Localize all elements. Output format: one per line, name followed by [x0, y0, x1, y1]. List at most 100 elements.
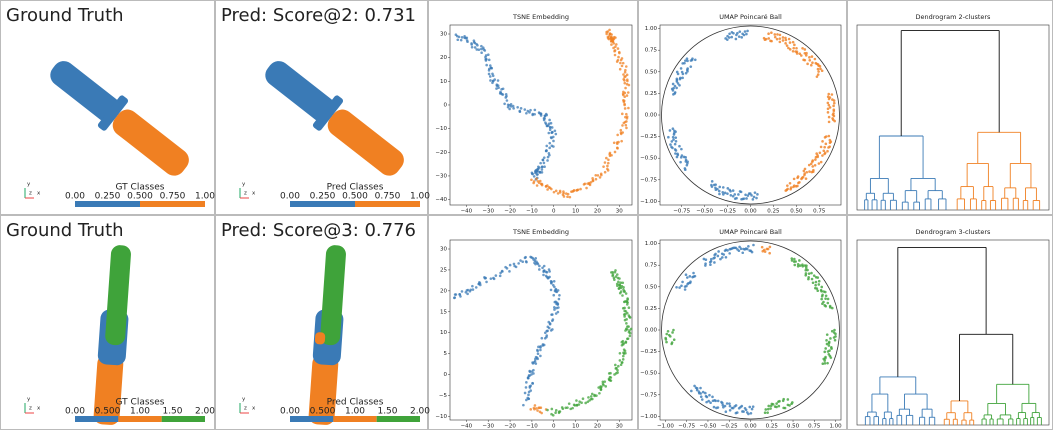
embedding-point [804, 272, 808, 275]
embedding-point [730, 35, 734, 39]
legend-swatch [290, 416, 334, 422]
embedding-point [716, 406, 720, 409]
embedding-point [737, 35, 741, 38]
embedding-point [819, 288, 823, 292]
embedding-point [796, 175, 800, 178]
embedding-point [596, 174, 600, 177]
embedding-point [623, 102, 626, 106]
embedding-point [547, 320, 551, 324]
embedding-point [822, 290, 826, 293]
embedding-point [806, 62, 809, 66]
embedding-point [812, 168, 815, 172]
x-tick-label: −40 [461, 209, 473, 215]
embedding-point [826, 101, 830, 105]
embedding-point [804, 177, 808, 180]
embedding-point [622, 73, 625, 76]
embedding-point [488, 64, 492, 67]
embedding-point [714, 183, 717, 186]
embedding-point [721, 190, 725, 194]
embedding-point [823, 362, 827, 365]
embedding-point [617, 364, 620, 368]
embedding-point [676, 72, 680, 76]
plot-frame [449, 24, 633, 206]
embedding-point [669, 143, 672, 146]
embedding-point [831, 98, 834, 101]
embedding-point [693, 58, 697, 62]
embedding-point [495, 87, 498, 90]
embedding-point [832, 112, 835, 115]
embedding-point [525, 111, 528, 115]
embedding-point [545, 335, 548, 339]
embedding-point [699, 386, 702, 390]
embedding-point [821, 154, 824, 157]
dendrogram-tree [864, 30, 1041, 210]
embedding-point [742, 247, 745, 251]
x-tick-label: 0.75 [808, 424, 821, 430]
tsne-points [454, 28, 631, 199]
embedding-point [764, 408, 768, 411]
embedding-point [555, 302, 558, 306]
embedding-point [539, 348, 542, 352]
embedding-point [537, 345, 540, 349]
embedding-point [628, 334, 632, 338]
embedding-point [672, 133, 676, 136]
embedding-point [546, 329, 549, 333]
embedding-point [750, 407, 754, 411]
embedding-point [492, 277, 496, 281]
plot-frame [449, 239, 633, 421]
embedding-point [611, 273, 615, 276]
embedding-point [614, 269, 617, 272]
mesh-part [327, 109, 404, 176]
embedding-point [726, 187, 730, 190]
embedding-point [620, 284, 624, 288]
embedding-point [672, 93, 675, 96]
embedding-point [581, 397, 585, 401]
embedding-point [792, 46, 795, 50]
x-tick-label: −0.25 [719, 209, 736, 215]
embedding-point [623, 312, 627, 316]
embedding-point [616, 276, 620, 280]
embedding-point [511, 104, 515, 108]
triad-label: z [29, 191, 32, 197]
embedding-point [681, 280, 684, 284]
poincare-boundary [661, 240, 840, 420]
panel-title: Ground Truth [6, 220, 124, 241]
embedding-point [460, 290, 464, 293]
x-tick-label: 20 [594, 209, 601, 215]
embedding-point [557, 297, 561, 301]
embedding-point [605, 30, 608, 34]
embedding-point [586, 400, 590, 404]
y-tick-label: −0.75 [640, 392, 657, 398]
embedding-point [620, 112, 624, 116]
embedding-point [817, 283, 821, 286]
embedding-point [613, 49, 617, 52]
embedding-point [552, 190, 556, 194]
embedding-point [737, 193, 740, 196]
embedding-point [769, 404, 773, 408]
embedding-point [536, 357, 539, 361]
embedding-point [622, 290, 626, 293]
embedding-point [542, 161, 546, 165]
embedding-point [536, 349, 539, 353]
embedding-point [571, 406, 574, 410]
x-tick-label: 0.50 [787, 424, 800, 430]
embedding-point [832, 108, 836, 111]
embedding-point [550, 136, 553, 140]
embedding-point [684, 273, 688, 277]
embedding-point [568, 195, 572, 199]
embedding-point [787, 37, 791, 41]
embedding-point [624, 341, 628, 344]
embedding-point [527, 397, 531, 401]
embedding-point [813, 163, 817, 167]
embedding-point [833, 328, 836, 332]
y-tick-label: −0.50 [640, 371, 657, 377]
embedding-point [603, 380, 607, 383]
embedding-point [826, 95, 830, 98]
x-tick-label: 20 [594, 424, 601, 430]
embedding-point [821, 293, 824, 297]
embedding-point [618, 67, 622, 71]
embedding-point [792, 260, 796, 263]
embedding-point [762, 36, 766, 40]
embedding-point [615, 60, 619, 63]
embedding-point [608, 378, 612, 382]
